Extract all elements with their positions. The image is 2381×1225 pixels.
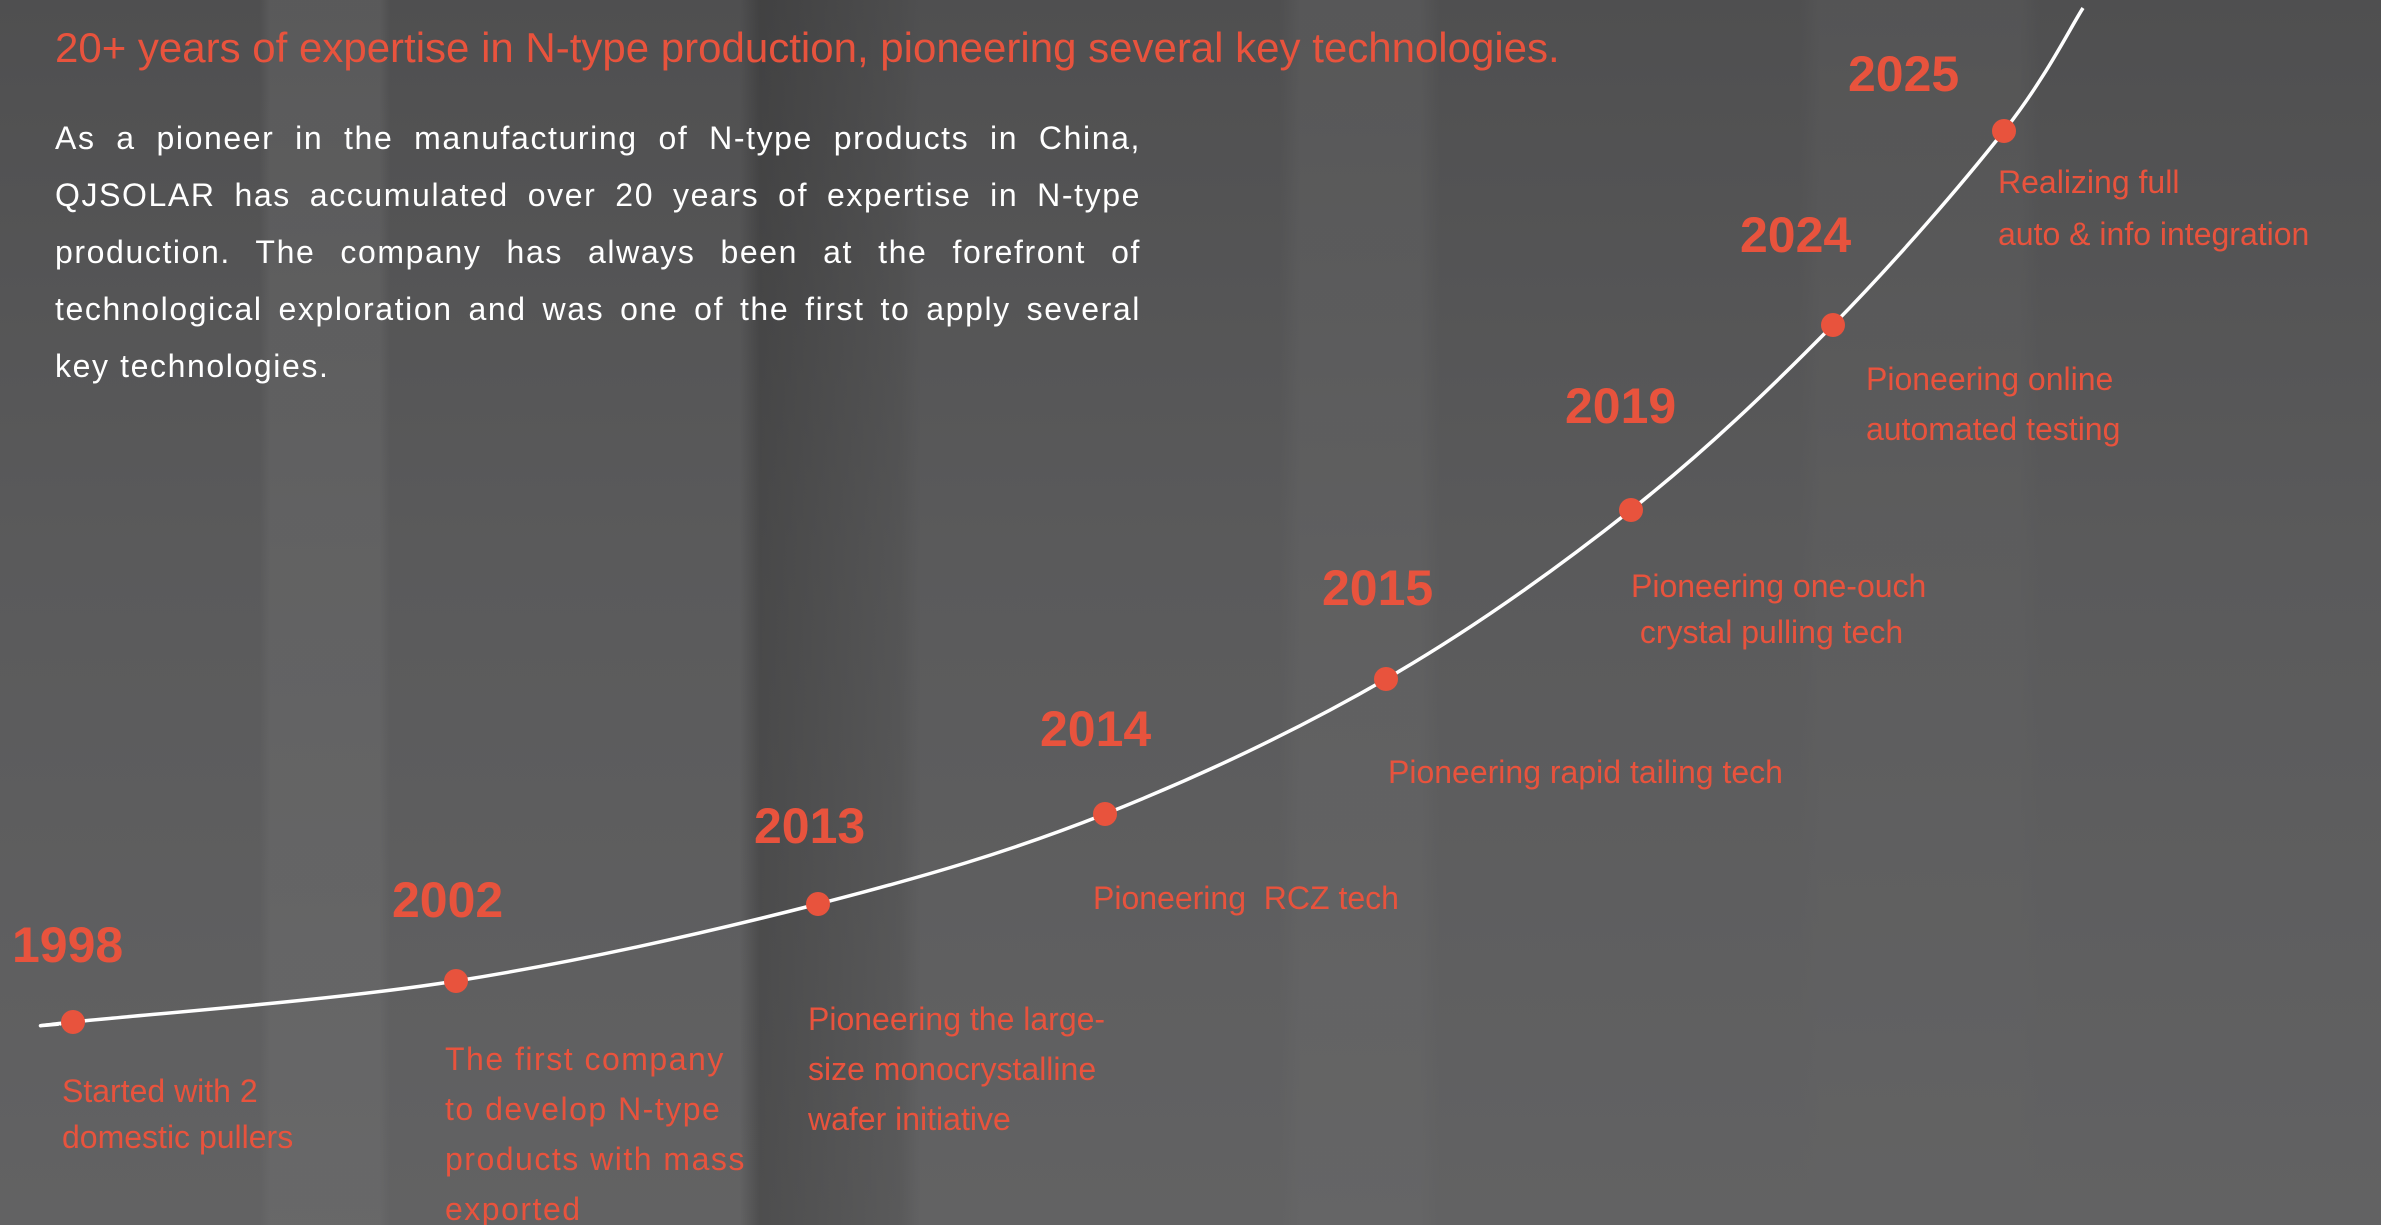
milestone-text: to develop N-type: [445, 1085, 721, 1133]
milestone-text: Pioneering RCZ tech: [1093, 874, 1399, 922]
milestone-dot: [1619, 498, 1643, 522]
milestone-dot: [1374, 667, 1398, 691]
page-title: 20+ years of expertise in N-type product…: [55, 24, 1560, 72]
milestone-year: 2013: [754, 798, 865, 854]
milestone-year: 1998: [12, 917, 123, 973]
milestone-year: 2015: [1322, 560, 1433, 616]
milestone-text: size monocrystalline: [808, 1045, 1096, 1093]
milestone-text: Realizing full: [1998, 158, 2179, 206]
milestone-text: crystal pulling tech: [1631, 608, 1903, 656]
milestone-text: auto & info integration: [1998, 210, 2309, 258]
milestone-text: Pioneering one-ouch: [1631, 562, 1926, 610]
milestone-dot: [1093, 802, 1117, 826]
milestone-year: 2014: [1040, 701, 1151, 757]
milestone-dot: [806, 892, 830, 916]
milestone-text: Pioneering rapid tailing tech: [1388, 748, 1783, 796]
milestone-text: The first company: [445, 1035, 725, 1083]
milestone-year: 2025: [1848, 46, 1959, 102]
milestone-text: wafer initiative: [808, 1095, 1011, 1143]
milestone-text: products with mass: [445, 1135, 746, 1183]
milestone-dot: [444, 969, 468, 993]
milestone-dot: [61, 1010, 85, 1034]
milestone-dot: [1992, 119, 2016, 143]
milestone-text: Pioneering the large-: [808, 995, 1105, 1043]
timeline-page: 20+ years of expertise in N-type product…: [0, 0, 2381, 1225]
milestone-text: exported: [445, 1185, 582, 1225]
intro-paragraph: As a pioneer in the manufacturing of N-t…: [55, 110, 1141, 395]
milestone-text: automated testing: [1866, 405, 2120, 453]
milestone-text: Started with 2: [62, 1067, 258, 1115]
milestone-year: 2024: [1740, 207, 1851, 263]
milestone-year: 2019: [1565, 378, 1676, 434]
milestone-text: Pioneering online: [1866, 355, 2113, 403]
milestone-year: 2002: [392, 872, 503, 928]
milestone-text: domestic pullers: [62, 1113, 293, 1161]
milestone-dot: [1821, 313, 1845, 337]
